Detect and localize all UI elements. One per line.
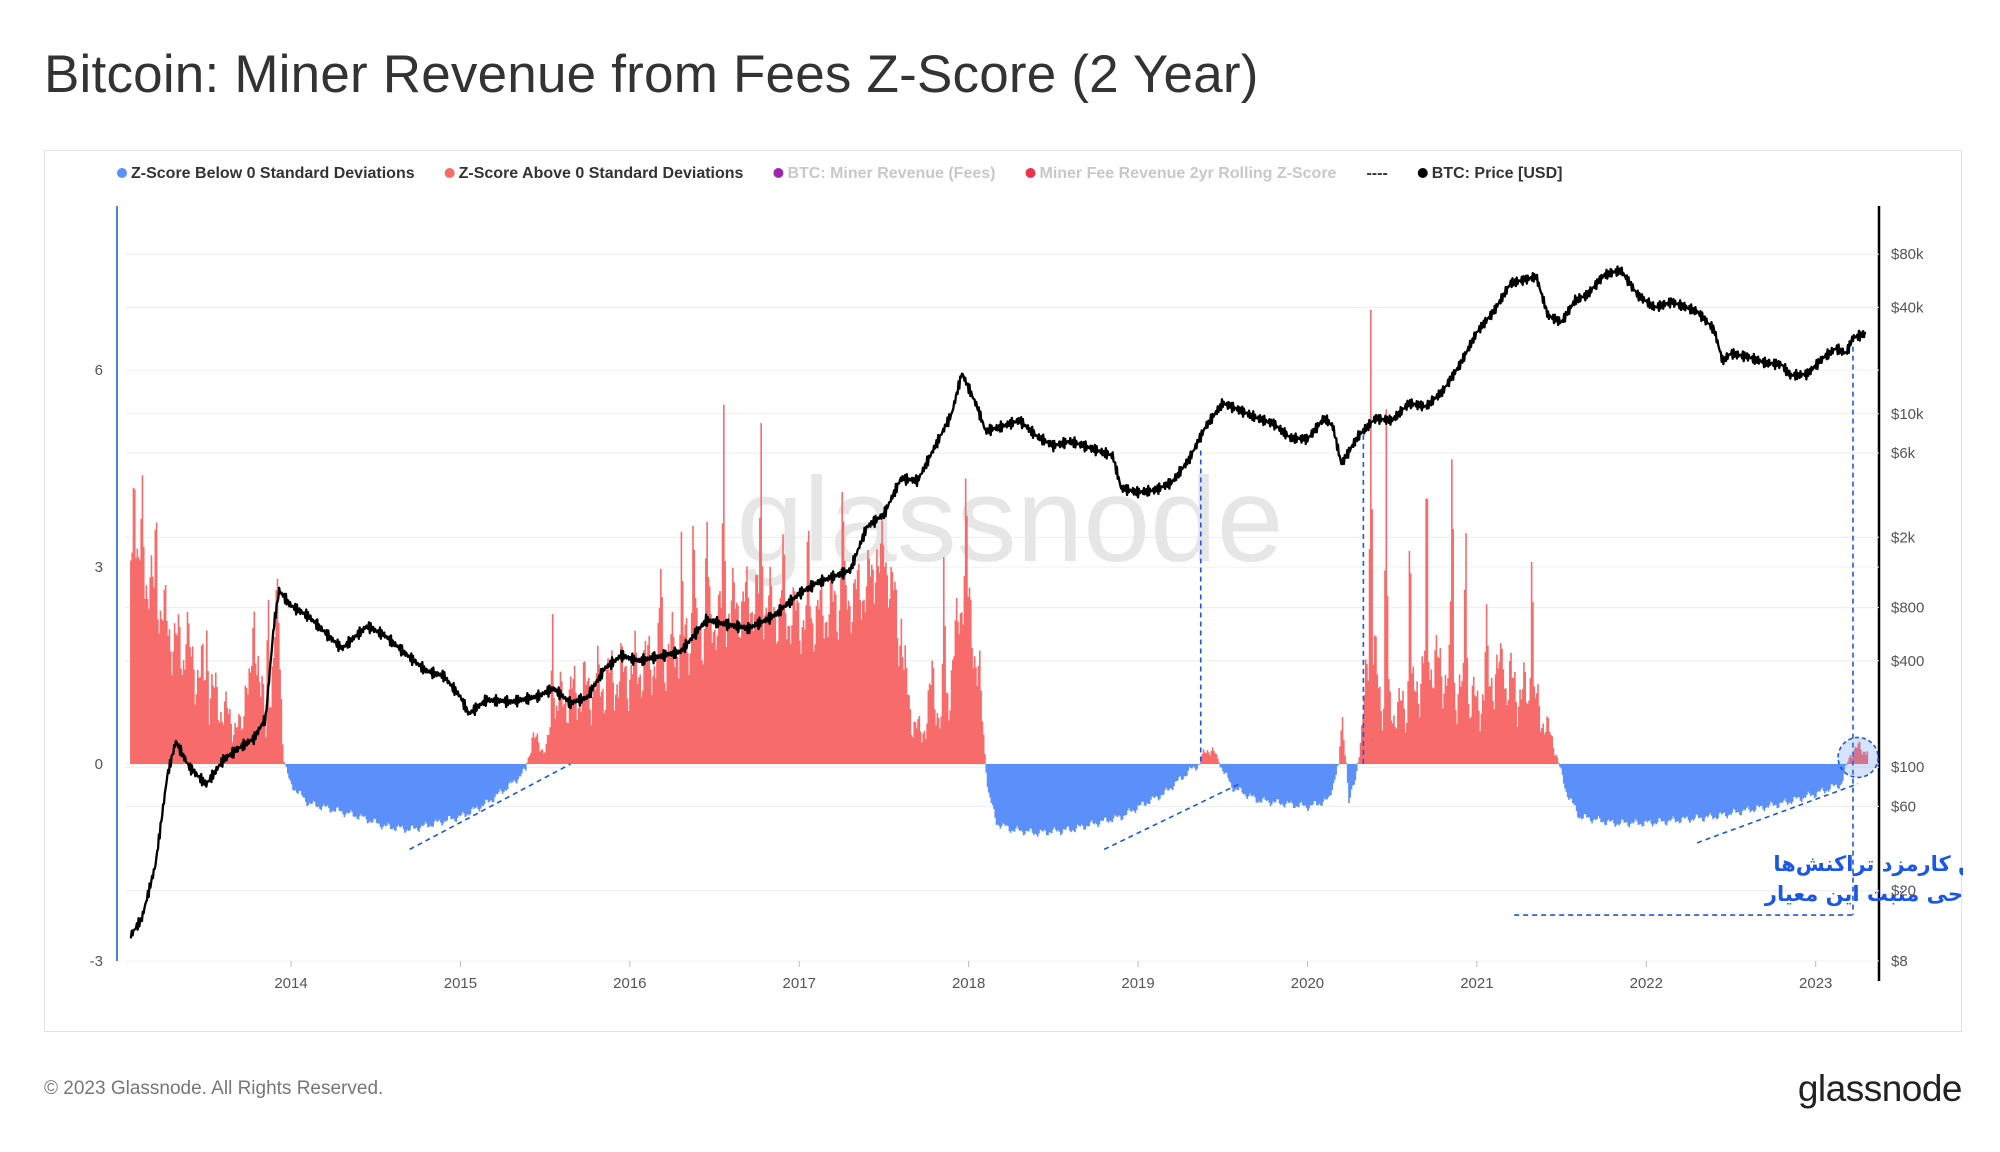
legend-label: BTC: Price [USD] bbox=[1432, 165, 1563, 182]
left-tick-label: 3 bbox=[95, 559, 103, 576]
x-tick-label: 2015 bbox=[444, 975, 477, 992]
annotation-trendline-2019 bbox=[1103, 783, 1241, 851]
legend-item-5[interactable]: BTC: Price [USD] bbox=[1417, 165, 1563, 182]
chart-panel: glassnode بالا رفتن کارمزد تراکنش‌ها در نو… bbox=[44, 150, 1963, 1032]
legend-marker bbox=[444, 168, 455, 178]
page-title: Bitcoin: Miner Revenue from Fees Z-Score… bbox=[44, 45, 1259, 104]
annotation-trendline-2023 bbox=[1696, 782, 1859, 844]
x-tick-label: 2018 bbox=[952, 975, 985, 992]
legend-marker bbox=[1025, 168, 1036, 178]
legend-marker bbox=[773, 168, 784, 178]
x-tick-label: 2017 bbox=[783, 975, 816, 992]
right-tick-label: $400 bbox=[1891, 653, 1924, 670]
right-tick-label: $2k bbox=[1891, 529, 1916, 546]
footer-copyright: © 2023 Glassnode. All Rights Reserved. bbox=[44, 1078, 384, 1099]
right-tick-label: $80k bbox=[1891, 246, 1924, 263]
x-tick-label: 2023 bbox=[1799, 975, 1832, 992]
watermark: glassnode bbox=[736, 453, 1283, 587]
btc-price-line bbox=[129, 265, 1867, 939]
right-tick-label: $800 bbox=[1891, 600, 1924, 617]
annotation-highlight-circle bbox=[1837, 736, 1879, 779]
chart-canvas: glassnode بالا رفتن کارمزد تراکنش‌ها در نو… bbox=[90, 165, 1963, 992]
legend-item-4[interactable]: ---- bbox=[1366, 165, 1387, 182]
x-tick-label: 2020 bbox=[1291, 975, 1324, 992]
x-tick-label: 2016 bbox=[613, 975, 646, 992]
zscore-below-zero-area bbox=[284, 764, 1848, 837]
legend-marker bbox=[1417, 168, 1428, 178]
legend-marker bbox=[117, 168, 127, 178]
left-tick-label: -3 bbox=[90, 953, 103, 970]
right-tick-label: $100 bbox=[1891, 759, 1924, 776]
annotation-text-line2: در نواحی مثبت این معیار bbox=[1764, 882, 1963, 906]
right-tick-label: $10k bbox=[1891, 406, 1924, 423]
legend-label: Z-Score Above 0 Standard Deviations bbox=[459, 165, 744, 182]
x-tick-label: 2019 bbox=[1121, 975, 1154, 992]
legend-item-2[interactable]: BTC: Miner Revenue (Fees) bbox=[773, 165, 995, 182]
x-tick-label: 2021 bbox=[1460, 975, 1493, 992]
legend-item-1[interactable]: Z-Score Above 0 Standard Deviations bbox=[444, 165, 744, 182]
right-tick-label: $20 bbox=[1891, 883, 1916, 900]
legend-label: Miner Fee Revenue 2yr Rolling Z-Score bbox=[1039, 165, 1336, 182]
legend-label: ---- bbox=[1366, 165, 1387, 182]
left-tick-label: 0 bbox=[95, 756, 103, 773]
x-tick-label: 2014 bbox=[274, 975, 307, 992]
legend-item-3[interactable]: Miner Fee Revenue 2yr Rolling Z-Score bbox=[1025, 165, 1337, 182]
right-tick-label: $60 bbox=[1891, 798, 1916, 815]
x-tick-label: 2022 bbox=[1630, 975, 1663, 992]
legend-label: BTC: Miner Revenue (Fees) bbox=[787, 165, 995, 182]
annotation-trendline-2015 bbox=[409, 763, 571, 851]
right-tick-label: $6k bbox=[1891, 445, 1916, 462]
right-tick-label: $8 bbox=[1891, 953, 1908, 970]
annotation-text-line1: بالا رفتن کارمزد تراکنش‌ها bbox=[1773, 852, 1963, 876]
right-tick-label: $40k bbox=[1891, 299, 1924, 316]
legend-item-0[interactable]: Z-Score Below 0 Standard Deviations bbox=[117, 165, 415, 182]
left-tick-label: 6 bbox=[95, 362, 103, 379]
glassnode-logo[interactable]: glassnode bbox=[1797, 1068, 1963, 1109]
legend-label: Z-Score Below 0 Standard Deviations bbox=[131, 165, 415, 182]
